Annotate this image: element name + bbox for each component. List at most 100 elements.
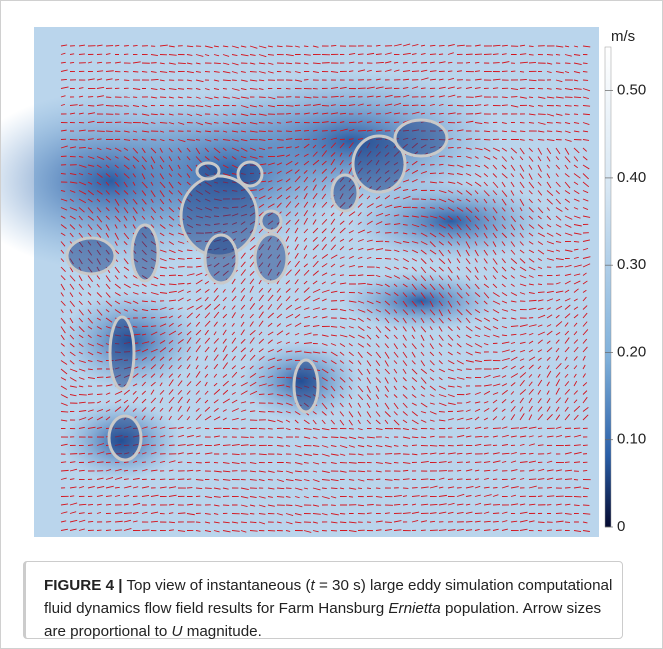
arrow: [520, 131, 525, 132]
arrow: [295, 130, 301, 131]
arrow: [97, 462, 104, 463]
arrow: [574, 242, 579, 243]
arrow: [556, 123, 561, 124]
arrow: [583, 114, 590, 115]
arrow: [322, 437, 328, 438]
arrow: [574, 97, 581, 98]
arrow: [547, 55, 553, 56]
arrow: [448, 71, 452, 72]
arrow: [367, 488, 371, 489]
arrow: [304, 46, 308, 47]
arrow: [214, 63, 221, 64]
arrow: [259, 157, 263, 158]
arrow: [403, 470, 408, 471]
arrow: [304, 130, 309, 131]
organism: [197, 163, 219, 179]
arrow: [79, 140, 85, 141]
arrow: [448, 157, 453, 158]
arrow: [349, 429, 354, 430]
arrow: [79, 54, 85, 55]
arrow: [151, 317, 155, 318]
arrow: [349, 497, 353, 498]
arrow: [232, 454, 240, 455]
arrow: [106, 106, 114, 107]
arrow: [466, 521, 472, 522]
organism: [255, 234, 287, 282]
arrow: [457, 479, 463, 480]
arrow: [493, 521, 499, 522]
arrow: [97, 139, 102, 140]
organism: [294, 360, 318, 412]
arrow: [538, 496, 542, 497]
arrow: [529, 62, 536, 63]
arrow: [367, 513, 372, 514]
arrow: [583, 63, 588, 64]
arrow: [529, 300, 536, 301]
caption-run: Ernietta: [388, 600, 440, 617]
arrow: [439, 54, 443, 55]
caption-run: magnitude.: [182, 623, 261, 640]
arrow: [250, 402, 255, 403]
arrow: [241, 463, 246, 464]
arrow: [259, 454, 267, 455]
arrow: [421, 88, 426, 89]
arrow: [88, 504, 93, 505]
arrow: [214, 123, 218, 124]
arrow: [178, 513, 185, 514]
arrow: [106, 377, 111, 378]
arrow: [421, 453, 428, 454]
arrow: [538, 522, 545, 523]
arrow: [133, 470, 137, 471]
arrow: [403, 225, 408, 226]
colorbar-tick-label: 0.40: [617, 169, 646, 186]
arrow: [547, 487, 552, 488]
arrow: [169, 445, 175, 446]
arrow: [574, 505, 580, 506]
colorbar: [605, 47, 611, 527]
arrow: [340, 522, 346, 523]
arrow: [349, 96, 355, 97]
arrow: [61, 462, 66, 463]
arrow: [259, 131, 266, 132]
arrow: [493, 479, 497, 480]
arrow: [457, 140, 461, 141]
arrow: [223, 89, 227, 90]
arrow: [394, 530, 401, 531]
arrow: [565, 106, 572, 107]
arrow: [358, 488, 362, 489]
arrow: [178, 259, 185, 260]
arrow: [106, 131, 113, 132]
arrow: [502, 97, 508, 98]
arrow: [151, 79, 159, 80]
arrow: [358, 54, 364, 55]
arrow: [178, 479, 184, 480]
arrow: [520, 72, 524, 73]
arrow: [88, 369, 93, 370]
arrow: [430, 54, 436, 55]
arrow: [475, 462, 481, 463]
organism: [110, 317, 134, 389]
organism: [261, 211, 281, 231]
arrow: [250, 72, 257, 73]
arrow: [529, 479, 536, 480]
arrow: [61, 79, 67, 80]
arrow: [196, 488, 202, 489]
arrow: [574, 462, 580, 463]
arrow: [358, 275, 363, 276]
arrow: [529, 97, 533, 98]
arrow: [268, 480, 273, 481]
arrow: [169, 72, 175, 73]
arrow: [547, 530, 552, 531]
colorbar-tick-label: 0.50: [617, 82, 646, 99]
arrow: [61, 470, 69, 471]
arrow: [70, 496, 74, 497]
arrow: [223, 80, 231, 81]
figure: m/s 0.500.400.300.200.100: [1, 1, 663, 556]
arrow: [385, 259, 391, 260]
caption: FIGURE 4 | Top view of instantaneous (t …: [23, 561, 623, 639]
arrow: [151, 140, 156, 141]
arrow: [250, 411, 255, 412]
arrow: [106, 530, 111, 531]
arrow: [466, 62, 470, 63]
arrow: [331, 96, 339, 97]
